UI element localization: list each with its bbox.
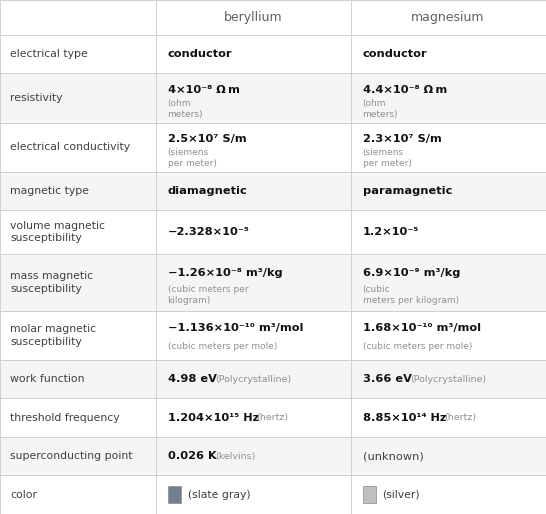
Text: threshold frequency: threshold frequency xyxy=(10,413,120,423)
Bar xyxy=(0,254,546,311)
Text: 4.4×10⁻⁸ Ω m: 4.4×10⁻⁸ Ω m xyxy=(363,85,447,95)
Bar xyxy=(168,486,181,503)
Text: diamagnetic: diamagnetic xyxy=(168,186,247,196)
Text: (kelvins): (kelvins) xyxy=(215,452,256,461)
Bar xyxy=(0,122,546,172)
Text: (ohm
meters): (ohm meters) xyxy=(363,99,398,119)
Text: −1.136×10⁻¹⁰ m³/mol: −1.136×10⁻¹⁰ m³/mol xyxy=(168,323,303,333)
Text: superconducting point: superconducting point xyxy=(10,451,133,461)
Text: 3.66 eV: 3.66 eV xyxy=(363,374,411,384)
Text: −2.328×10⁻⁵: −2.328×10⁻⁵ xyxy=(168,227,250,237)
Text: (siemens
per meter): (siemens per meter) xyxy=(168,148,216,168)
Text: −1.26×10⁻⁸ m³/kg: −1.26×10⁻⁸ m³/kg xyxy=(168,268,282,278)
Bar xyxy=(0,172,546,210)
Bar xyxy=(156,0,351,35)
Text: electrical type: electrical type xyxy=(10,49,88,59)
Text: paramagnetic: paramagnetic xyxy=(363,186,452,196)
Text: (cubic
meters per kilogram): (cubic meters per kilogram) xyxy=(363,285,459,305)
Bar xyxy=(351,0,545,35)
Bar xyxy=(0,475,546,514)
Text: magnesium: magnesium xyxy=(411,11,485,24)
Text: work function: work function xyxy=(10,374,85,384)
Text: 1.68×10⁻¹⁰ m³/mol: 1.68×10⁻¹⁰ m³/mol xyxy=(363,323,480,333)
Text: 0.026 K: 0.026 K xyxy=(168,451,216,461)
Text: conductor: conductor xyxy=(168,49,232,59)
Text: color: color xyxy=(10,490,37,500)
Text: (cubic meters per mole): (cubic meters per mole) xyxy=(168,342,277,351)
Bar xyxy=(0,311,546,360)
Text: 2.3×10⁷ S/m: 2.3×10⁷ S/m xyxy=(363,134,441,144)
Text: 4.98 eV: 4.98 eV xyxy=(168,374,216,384)
Text: volume magnetic
susceptibility: volume magnetic susceptibility xyxy=(10,221,105,243)
Text: 4×10⁻⁸ Ω m: 4×10⁻⁸ Ω m xyxy=(168,85,240,95)
Bar xyxy=(0,74,546,122)
Bar xyxy=(0,0,156,35)
Text: (unknown): (unknown) xyxy=(363,451,423,461)
Text: electrical conductivity: electrical conductivity xyxy=(10,142,130,152)
Text: magnetic type: magnetic type xyxy=(10,186,89,196)
Text: (silver): (silver) xyxy=(383,490,420,500)
Text: (slate gray): (slate gray) xyxy=(188,490,250,500)
Text: (Polycrystalline): (Polycrystalline) xyxy=(410,375,486,384)
Bar xyxy=(0,360,546,398)
Text: (cubic meters per
kilogram): (cubic meters per kilogram) xyxy=(168,285,248,305)
Bar xyxy=(0,210,546,254)
Bar xyxy=(363,486,376,503)
Text: beryllium: beryllium xyxy=(224,11,282,24)
Text: molar magnetic
susceptibility: molar magnetic susceptibility xyxy=(10,324,96,346)
Text: (ohm
meters): (ohm meters) xyxy=(168,99,203,119)
Text: 8.85×10¹⁴ Hz: 8.85×10¹⁴ Hz xyxy=(363,413,446,423)
Text: (siemens
per meter): (siemens per meter) xyxy=(363,148,411,168)
Text: 1.2×10⁻⁵: 1.2×10⁻⁵ xyxy=(363,227,419,237)
Text: (hertz): (hertz) xyxy=(444,413,476,422)
Text: (cubic meters per mole): (cubic meters per mole) xyxy=(363,342,472,351)
Text: 6.9×10⁻⁹ m³/kg: 6.9×10⁻⁹ m³/kg xyxy=(363,268,460,278)
Text: conductor: conductor xyxy=(363,49,427,59)
Text: (Polycrystalline): (Polycrystalline) xyxy=(215,375,292,384)
Bar xyxy=(0,437,546,475)
Text: mass magnetic
susceptibility: mass magnetic susceptibility xyxy=(10,271,93,293)
Text: 2.5×10⁷ S/m: 2.5×10⁷ S/m xyxy=(168,134,246,144)
Text: (hertz): (hertz) xyxy=(256,413,288,422)
Bar xyxy=(0,398,546,437)
Bar xyxy=(0,35,546,74)
Text: 1.204×10¹⁵ Hz: 1.204×10¹⁵ Hz xyxy=(168,413,259,423)
Text: resistivity: resistivity xyxy=(10,93,62,103)
